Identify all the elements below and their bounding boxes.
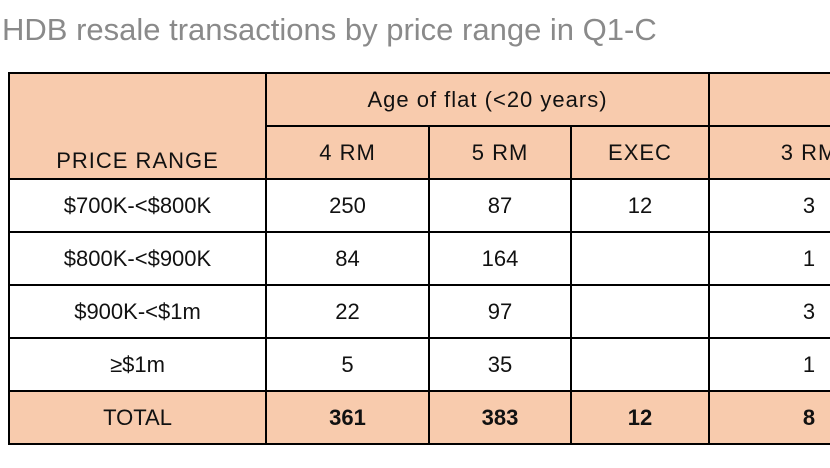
cell: 1 <box>708 337 830 392</box>
row-label: $800K-<$900K <box>8 231 267 286</box>
table-row: ≥$1m 5 35 1 <box>8 337 830 392</box>
cell: 1 <box>708 231 830 286</box>
header-cell <box>708 72 830 127</box>
cell <box>570 337 710 392</box>
cell: 5 <box>265 337 430 392</box>
cell: 250 <box>265 178 430 233</box>
title: HDB resale transactions by price range i… <box>2 12 657 47</box>
cell: 84 <box>265 231 430 286</box>
cell: 383 <box>428 390 572 445</box>
table-row: $900K-<$1m 22 97 3 <box>8 284 830 339</box>
header-cell: 5 RM <box>428 125 572 180</box>
cell: 87 <box>428 178 572 233</box>
cell: 22 <box>265 284 430 339</box>
cell: 3 <box>708 178 830 233</box>
row-label: $700K-<$800K <box>8 178 267 233</box>
row-label: ≥$1m <box>8 337 267 392</box>
header-cell: PRICE RANGE <box>8 72 267 180</box>
header-cell: EXEC <box>570 125 710 180</box>
cell: 3 <box>708 284 830 339</box>
cell: 12 <box>570 178 710 233</box>
cell <box>570 231 710 286</box>
table-body: PRICE RANGE Age of flat (<20 years) 4 RM… <box>8 72 830 445</box>
table-row: TOTAL 361 383 12 8 <box>8 390 830 445</box>
cell: 97 <box>428 284 572 339</box>
table: PRICE RANGE Age of flat (<20 years) 4 RM… <box>8 72 830 445</box>
table-row: $800K-<$900K 84 164 1 <box>8 231 830 286</box>
header-row: 4 RM 5 RM EXEC 3 RM <box>9 125 830 180</box>
table-wrap: PRICE RANGE Age of flat (<20 years) 4 RM… <box>8 72 830 468</box>
cell: 8 <box>708 390 830 445</box>
cell: 361 <box>265 390 430 445</box>
cell: 164 <box>428 231 572 286</box>
header-cell: 4 RM <box>265 125 430 180</box>
header-cell: Age of flat (<20 years) <box>265 72 710 127</box>
row-label: $900K-<$1m <box>8 284 267 339</box>
table-row: $700K-<$800K 250 87 12 3 <box>8 178 830 233</box>
cell: 35 <box>428 337 572 392</box>
header-row: PRICE RANGE Age of flat (<20 years) <box>8 72 830 180</box>
cell: 12 <box>570 390 710 445</box>
header-cell: 3 RM <box>708 125 830 180</box>
cell <box>570 284 710 339</box>
row-label: TOTAL <box>8 390 267 445</box>
